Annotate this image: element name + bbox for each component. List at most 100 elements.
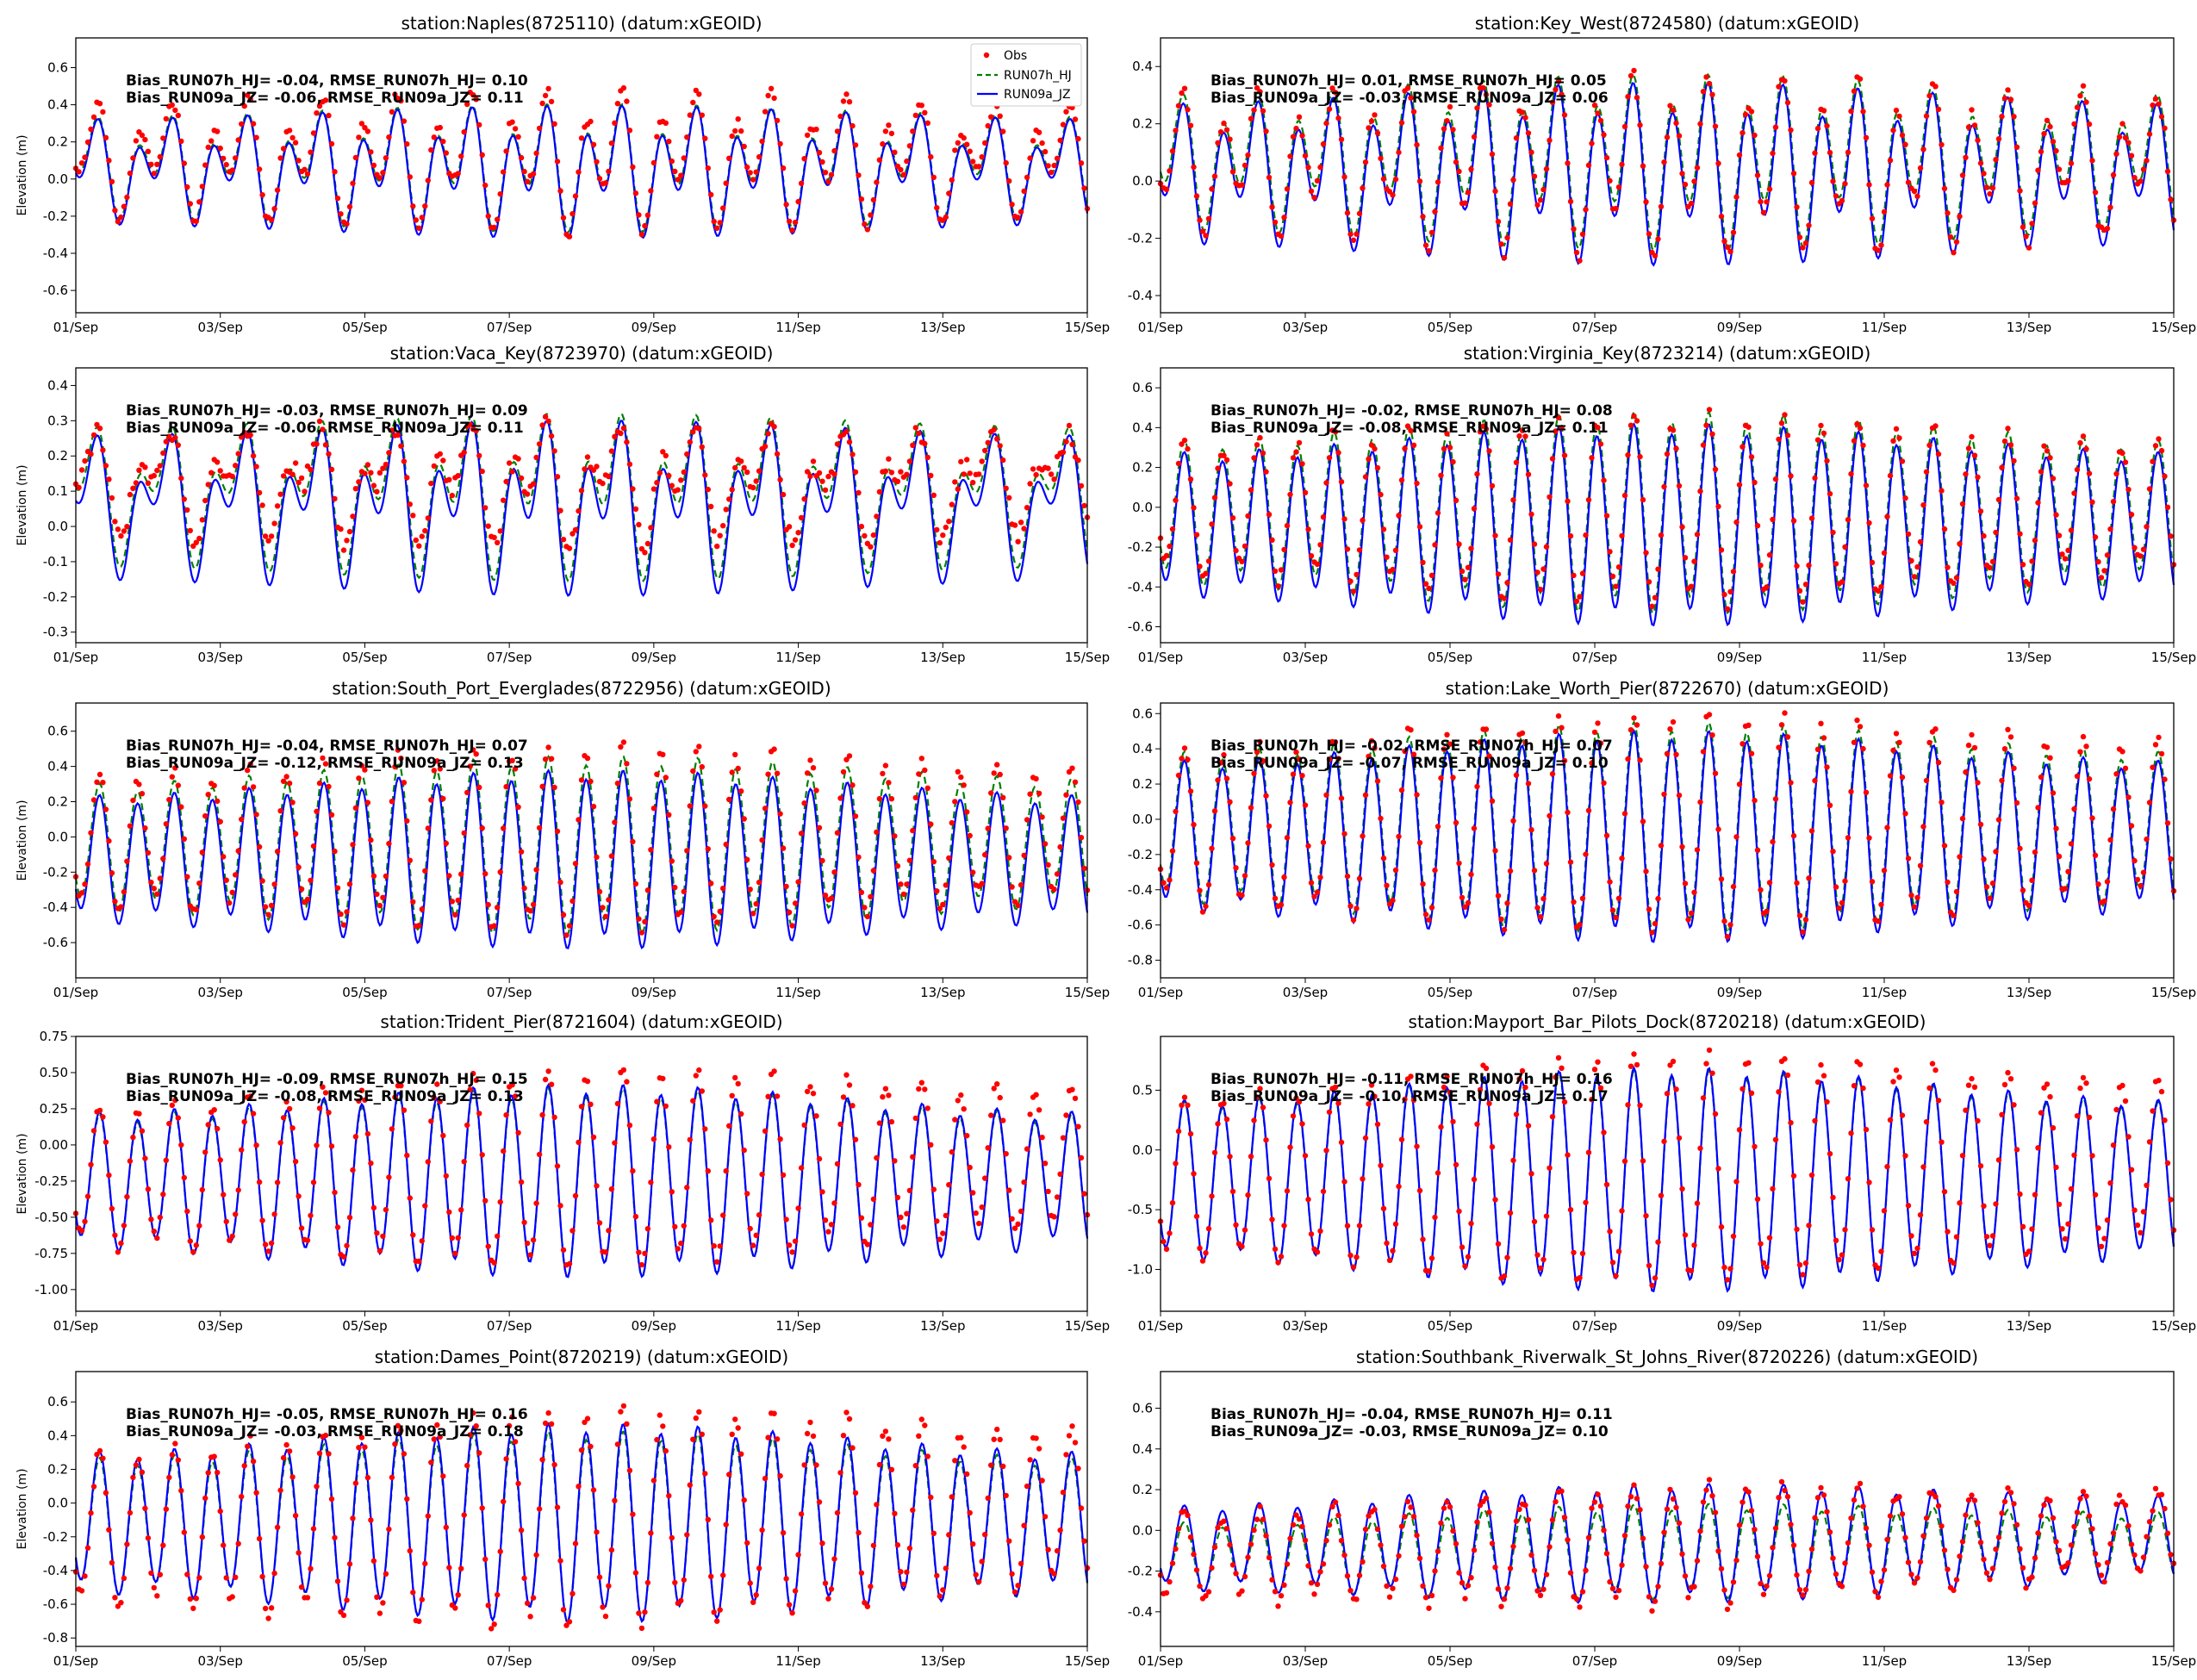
obs-point: [1504, 580, 1510, 586]
obs-point: [1782, 412, 1788, 418]
obs-point: [898, 166, 904, 173]
obs-point: [1613, 205, 1619, 212]
legend-box: [970, 43, 1082, 107]
obs-point: [1504, 234, 1510, 241]
series-obs: [72, 1403, 1091, 1632]
obs-point: [1510, 497, 1516, 503]
obs-point: [1072, 116, 1079, 122]
obs-point: [356, 775, 362, 781]
obs-point: [1553, 428, 1559, 434]
obs-point: [750, 911, 756, 917]
obs-point: [364, 800, 371, 806]
obs-point: [1167, 1578, 1173, 1585]
obs-point: [1697, 121, 1703, 127]
obs-point: [419, 1596, 425, 1602]
obs-point: [501, 825, 507, 831]
obs-point: [1939, 488, 1945, 494]
obs-point: [608, 853, 615, 859]
series-run07h-line: [1159, 1503, 2175, 1601]
obs-point: [271, 1570, 277, 1577]
obs-point: [834, 1509, 841, 1516]
obs-point: [2128, 823, 2135, 829]
obs-point: [1812, 777, 1818, 784]
obs-point: [1911, 1250, 1918, 1257]
obs-point: [2020, 1223, 2026, 1230]
obs-point: [1712, 466, 1719, 472]
obs-point: [2152, 96, 2159, 102]
y-tick-label: 0.2: [1132, 116, 1153, 132]
obs-point: [1999, 777, 2005, 784]
obs-point: [2032, 200, 2038, 206]
obs-point: [1335, 1512, 1341, 1519]
obs-point: [783, 1576, 789, 1582]
obs-point: [389, 799, 395, 805]
obs-point: [985, 1495, 991, 1502]
subplot-title: station:Virginia_Key(8723214) (datum:xGE…: [1464, 343, 1871, 364]
obs-point: [172, 434, 178, 441]
obs-point: [82, 1218, 88, 1225]
obs-point: [1281, 215, 1287, 221]
obs-point: [2007, 442, 2014, 448]
obs-point: [286, 781, 293, 787]
obs-point: [1211, 808, 1218, 814]
obs-point: [304, 171, 311, 177]
obs-point: [554, 474, 561, 480]
obs-point: [711, 528, 717, 534]
series-obs: [72, 84, 1091, 240]
obs-point: [780, 165, 787, 171]
obs-point: [1649, 1282, 1655, 1289]
obs-point: [163, 821, 169, 827]
obs-point: [1314, 177, 1321, 184]
obs-point: [1845, 1176, 1852, 1182]
obs-point: [1229, 1188, 1236, 1195]
obs-point: [1281, 1223, 1287, 1229]
obs-point: [1284, 1561, 1291, 1567]
y-tick-label: -0.4: [43, 1563, 68, 1578]
obs-point: [90, 1484, 97, 1490]
obs-point: [1042, 841, 1049, 847]
obs-point: [888, 796, 895, 802]
obs-point: [964, 1471, 970, 1478]
obs-point: [804, 1088, 811, 1095]
obs-point: [160, 1192, 166, 1198]
obs-point: [576, 169, 582, 175]
obs-point: [1354, 231, 1360, 237]
obs-point: [509, 757, 515, 763]
obs-point: [900, 1224, 907, 1230]
obs-point: [699, 112, 705, 118]
obs-point: [1248, 1541, 1254, 1547]
obs-point: [533, 150, 539, 157]
obs-point: [407, 857, 413, 863]
obs-point: [1471, 1176, 1478, 1183]
obs-point: [1709, 91, 1715, 98]
obs-point: [626, 1467, 633, 1474]
obs-point: [576, 1139, 582, 1146]
obs-point: [350, 180, 356, 186]
obs-point: [1784, 99, 1791, 106]
obs-point: [1697, 1528, 1703, 1534]
x-tick-label: 05/Sep: [342, 650, 387, 665]
y-tick-label: -1.0: [1128, 1261, 1153, 1277]
obs-point: [163, 439, 169, 445]
y-tick-label: -0.2: [43, 1529, 68, 1545]
obs-point: [1601, 1129, 1607, 1136]
obs-point: [1842, 1227, 1848, 1233]
obs-point: [1205, 215, 1212, 221]
obs-point: [789, 542, 795, 549]
obs-point: [1362, 159, 1369, 165]
obs-point: [1963, 1512, 1969, 1518]
obs-point: [1468, 545, 1474, 551]
obs-point: [1658, 203, 1665, 209]
obs-point: [1758, 1241, 1764, 1247]
obs-point: [292, 460, 299, 466]
obs-point: [2132, 1552, 2138, 1559]
obs-point: [1317, 1569, 1323, 1575]
obs-point: [377, 470, 383, 476]
obs-point: [518, 1528, 525, 1534]
obs-point: [1380, 1205, 1387, 1212]
obs-point: [1416, 524, 1423, 530]
x-tick-label: 05/Sep: [342, 1653, 387, 1669]
subplot-title: station:Vaca_Key(8723970) (datum:xGEOID): [390, 343, 774, 364]
x-tick-label: 03/Sep: [198, 1653, 243, 1669]
obs-point: [1006, 855, 1012, 861]
